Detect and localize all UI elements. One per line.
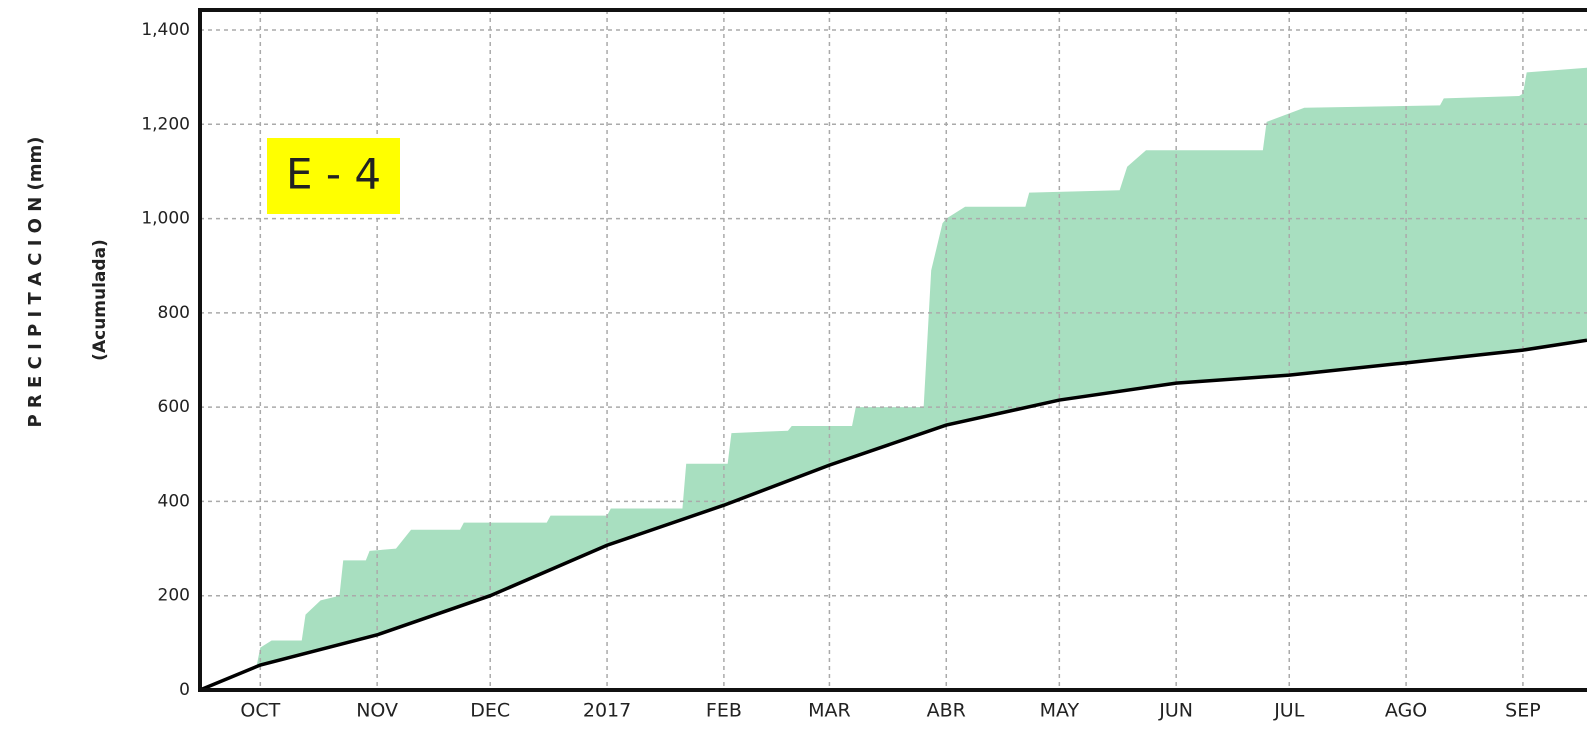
x-tick-label: JUN	[1158, 700, 1193, 722]
y-tick-label: 1,000	[141, 209, 190, 229]
annotation-box	[267, 138, 400, 214]
y-sublabel: (Acumulada)	[90, 239, 110, 361]
axis-frame	[198, 8, 1587, 692]
x-tick-label: JUL	[1273, 700, 1305, 722]
x-tick-label: OCT	[240, 700, 280, 722]
x-tick-label: DEC	[470, 700, 510, 722]
y-tick-label: 800	[158, 303, 190, 323]
x-tick-label: ABR	[927, 700, 966, 722]
y-label: P R E C I P I T A C I O N (mm)	[25, 136, 46, 427]
x-tick-label: 2017	[583, 700, 631, 722]
line	[199, 338, 1587, 692]
x-tick-label: FEB	[706, 700, 742, 722]
y-tick-label: 1,400	[141, 20, 190, 40]
x-tick-label: SEP	[1505, 700, 1541, 722]
y-tick-label: 200	[158, 586, 190, 606]
y-tick-label: 0	[179, 680, 190, 700]
y-tick-label: 400	[158, 491, 190, 511]
annotation: E - 4	[286, 150, 381, 199]
x-tick-label: MAY	[1040, 700, 1080, 722]
y-tick-label: 600	[158, 397, 190, 417]
y-tick-label: 1,200	[141, 114, 190, 134]
x-tick-label: NOV	[356, 700, 398, 722]
x-tick-label: MAR	[808, 700, 851, 722]
x-tick-label: AGO	[1385, 700, 1427, 722]
area	[200, 67, 1587, 690]
